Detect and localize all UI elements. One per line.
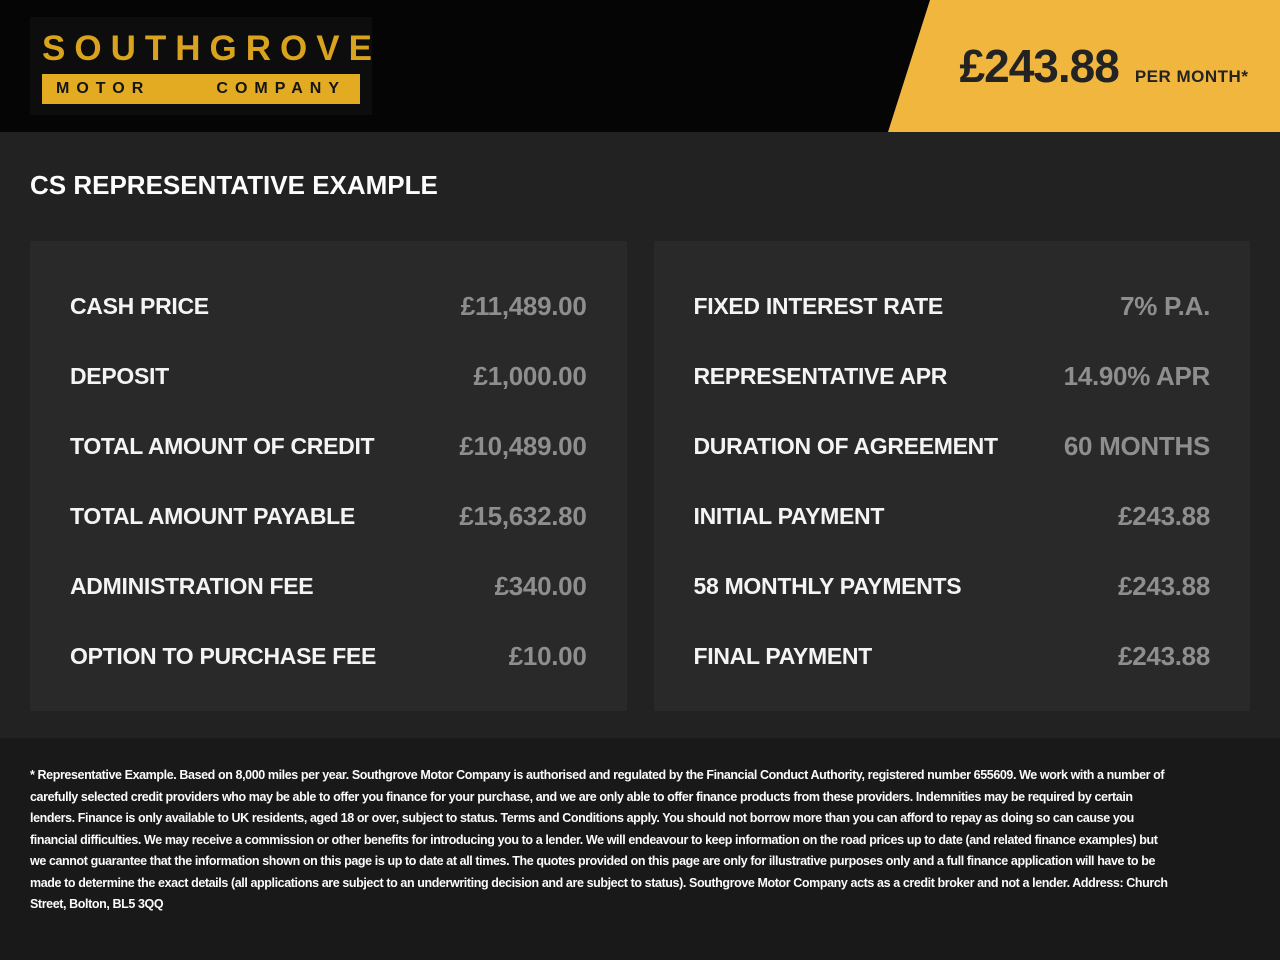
finance-value: £243.88 xyxy=(1118,640,1210,671)
finance-label: INITIAL PAYMENT xyxy=(693,502,885,529)
finance-row-total-payable: TOTAL AMOUNT PAYABLE £15,632.80 xyxy=(70,481,587,551)
finance-row-initial-payment: INITIAL PAYMENT £243.88 xyxy=(694,481,1211,551)
page-title: CS REPRESENTATIVE EXAMPLE xyxy=(30,170,438,200)
finance-row-final-payment: FINAL PAYMENT £243.88 xyxy=(694,621,1211,691)
finance-value: 14.90% APR xyxy=(1063,360,1211,391)
logo-sub-bar: MOTOR COMPANY xyxy=(42,74,360,104)
finance-label: DURATION OF AGREEMENT xyxy=(693,432,999,459)
finance-row-duration: DURATION OF AGREEMENT 60 MONTHS xyxy=(694,411,1211,481)
monthly-price-period: PER MONTH* xyxy=(1134,67,1249,86)
finance-value: £243.88 xyxy=(1118,500,1210,531)
finance-label: FINAL PAYMENT xyxy=(693,642,873,669)
main-content: CS REPRESENTATIVE EXAMPLE CASH PRICE £11… xyxy=(0,132,1280,738)
finance-value: £10,489.00 xyxy=(459,430,587,461)
finance-value: £1,000.00 xyxy=(473,360,587,391)
disclaimer-text: * Representative Example. Based on 8,000… xyxy=(30,768,1168,911)
finance-row-purchase-fee: OPTION TO PURCHASE FEE £10.00 xyxy=(70,621,587,691)
finance-label: DEPOSIT xyxy=(70,362,169,389)
southgrove-logo[interactable]: SOUTHGROVE MOTOR COMPANY xyxy=(30,17,372,115)
finance-value: 7% P.A. xyxy=(1120,290,1210,321)
finance-label: TOTAL AMOUNT PAYABLE xyxy=(70,502,355,529)
finance-row-interest-rate: FIXED INTEREST RATE 7% P.A. xyxy=(694,271,1211,341)
finance-label: OPTION TO PURCHASE FEE xyxy=(70,642,377,669)
finance-label: ADMINISTRATION FEE xyxy=(70,572,314,599)
monthly-price-banner: £243.88 PER MONTH* xyxy=(888,0,1280,132)
finance-label: TOTAL AMOUNT OF CREDIT xyxy=(70,432,375,459)
header: SOUTHGROVE MOTOR COMPANY £243.88 PER MON… xyxy=(0,0,1280,132)
logo-sub-word-motor: MOTOR xyxy=(56,80,151,97)
logo-sub-word-company: COMPANY xyxy=(216,80,346,97)
finance-label: FIXED INTEREST RATE xyxy=(693,292,944,319)
footer: * Representative Example. Based on 8,000… xyxy=(0,738,1280,960)
finance-row-monthly-payments: 58 MONTHLY PAYMENTS £243.88 xyxy=(694,551,1211,621)
finance-value: £243.88 xyxy=(1118,570,1210,601)
finance-value: £11,489.00 xyxy=(460,290,587,321)
finance-value: 60 MONTHS xyxy=(1063,430,1210,461)
finance-row-cash-price: CASH PRICE £11,489.00 xyxy=(70,271,587,341)
finance-label: REPRESENTATIVE APR xyxy=(693,362,948,389)
finance-value: £10.00 xyxy=(508,640,587,671)
finance-row-deposit: DEPOSIT £1,000.00 xyxy=(70,341,587,411)
finance-label: 58 MONTHLY PAYMENTS xyxy=(693,572,962,599)
logo-brand-name: SOUTHGROVE xyxy=(42,29,381,68)
finance-panels: CASH PRICE £11,489.00 DEPOSIT £1,000.00 … xyxy=(30,241,1250,711)
finance-value: £15,632.80 xyxy=(459,500,587,531)
finance-panel-right: FIXED INTEREST RATE 7% P.A. REPRESENTATI… xyxy=(653,241,1250,711)
finance-value: £340.00 xyxy=(494,570,587,601)
finance-panel-left: CASH PRICE £11,489.00 DEPOSIT £1,000.00 … xyxy=(30,241,627,711)
finance-label: CASH PRICE xyxy=(70,292,209,319)
finance-row-apr: REPRESENTATIVE APR 14.90% APR xyxy=(694,341,1211,411)
finance-row-admin-fee: ADMINISTRATION FEE £340.00 xyxy=(70,551,587,621)
monthly-price-amount: £243.88 xyxy=(959,40,1120,92)
finance-row-total-credit: TOTAL AMOUNT OF CREDIT £10,489.00 xyxy=(70,411,587,481)
